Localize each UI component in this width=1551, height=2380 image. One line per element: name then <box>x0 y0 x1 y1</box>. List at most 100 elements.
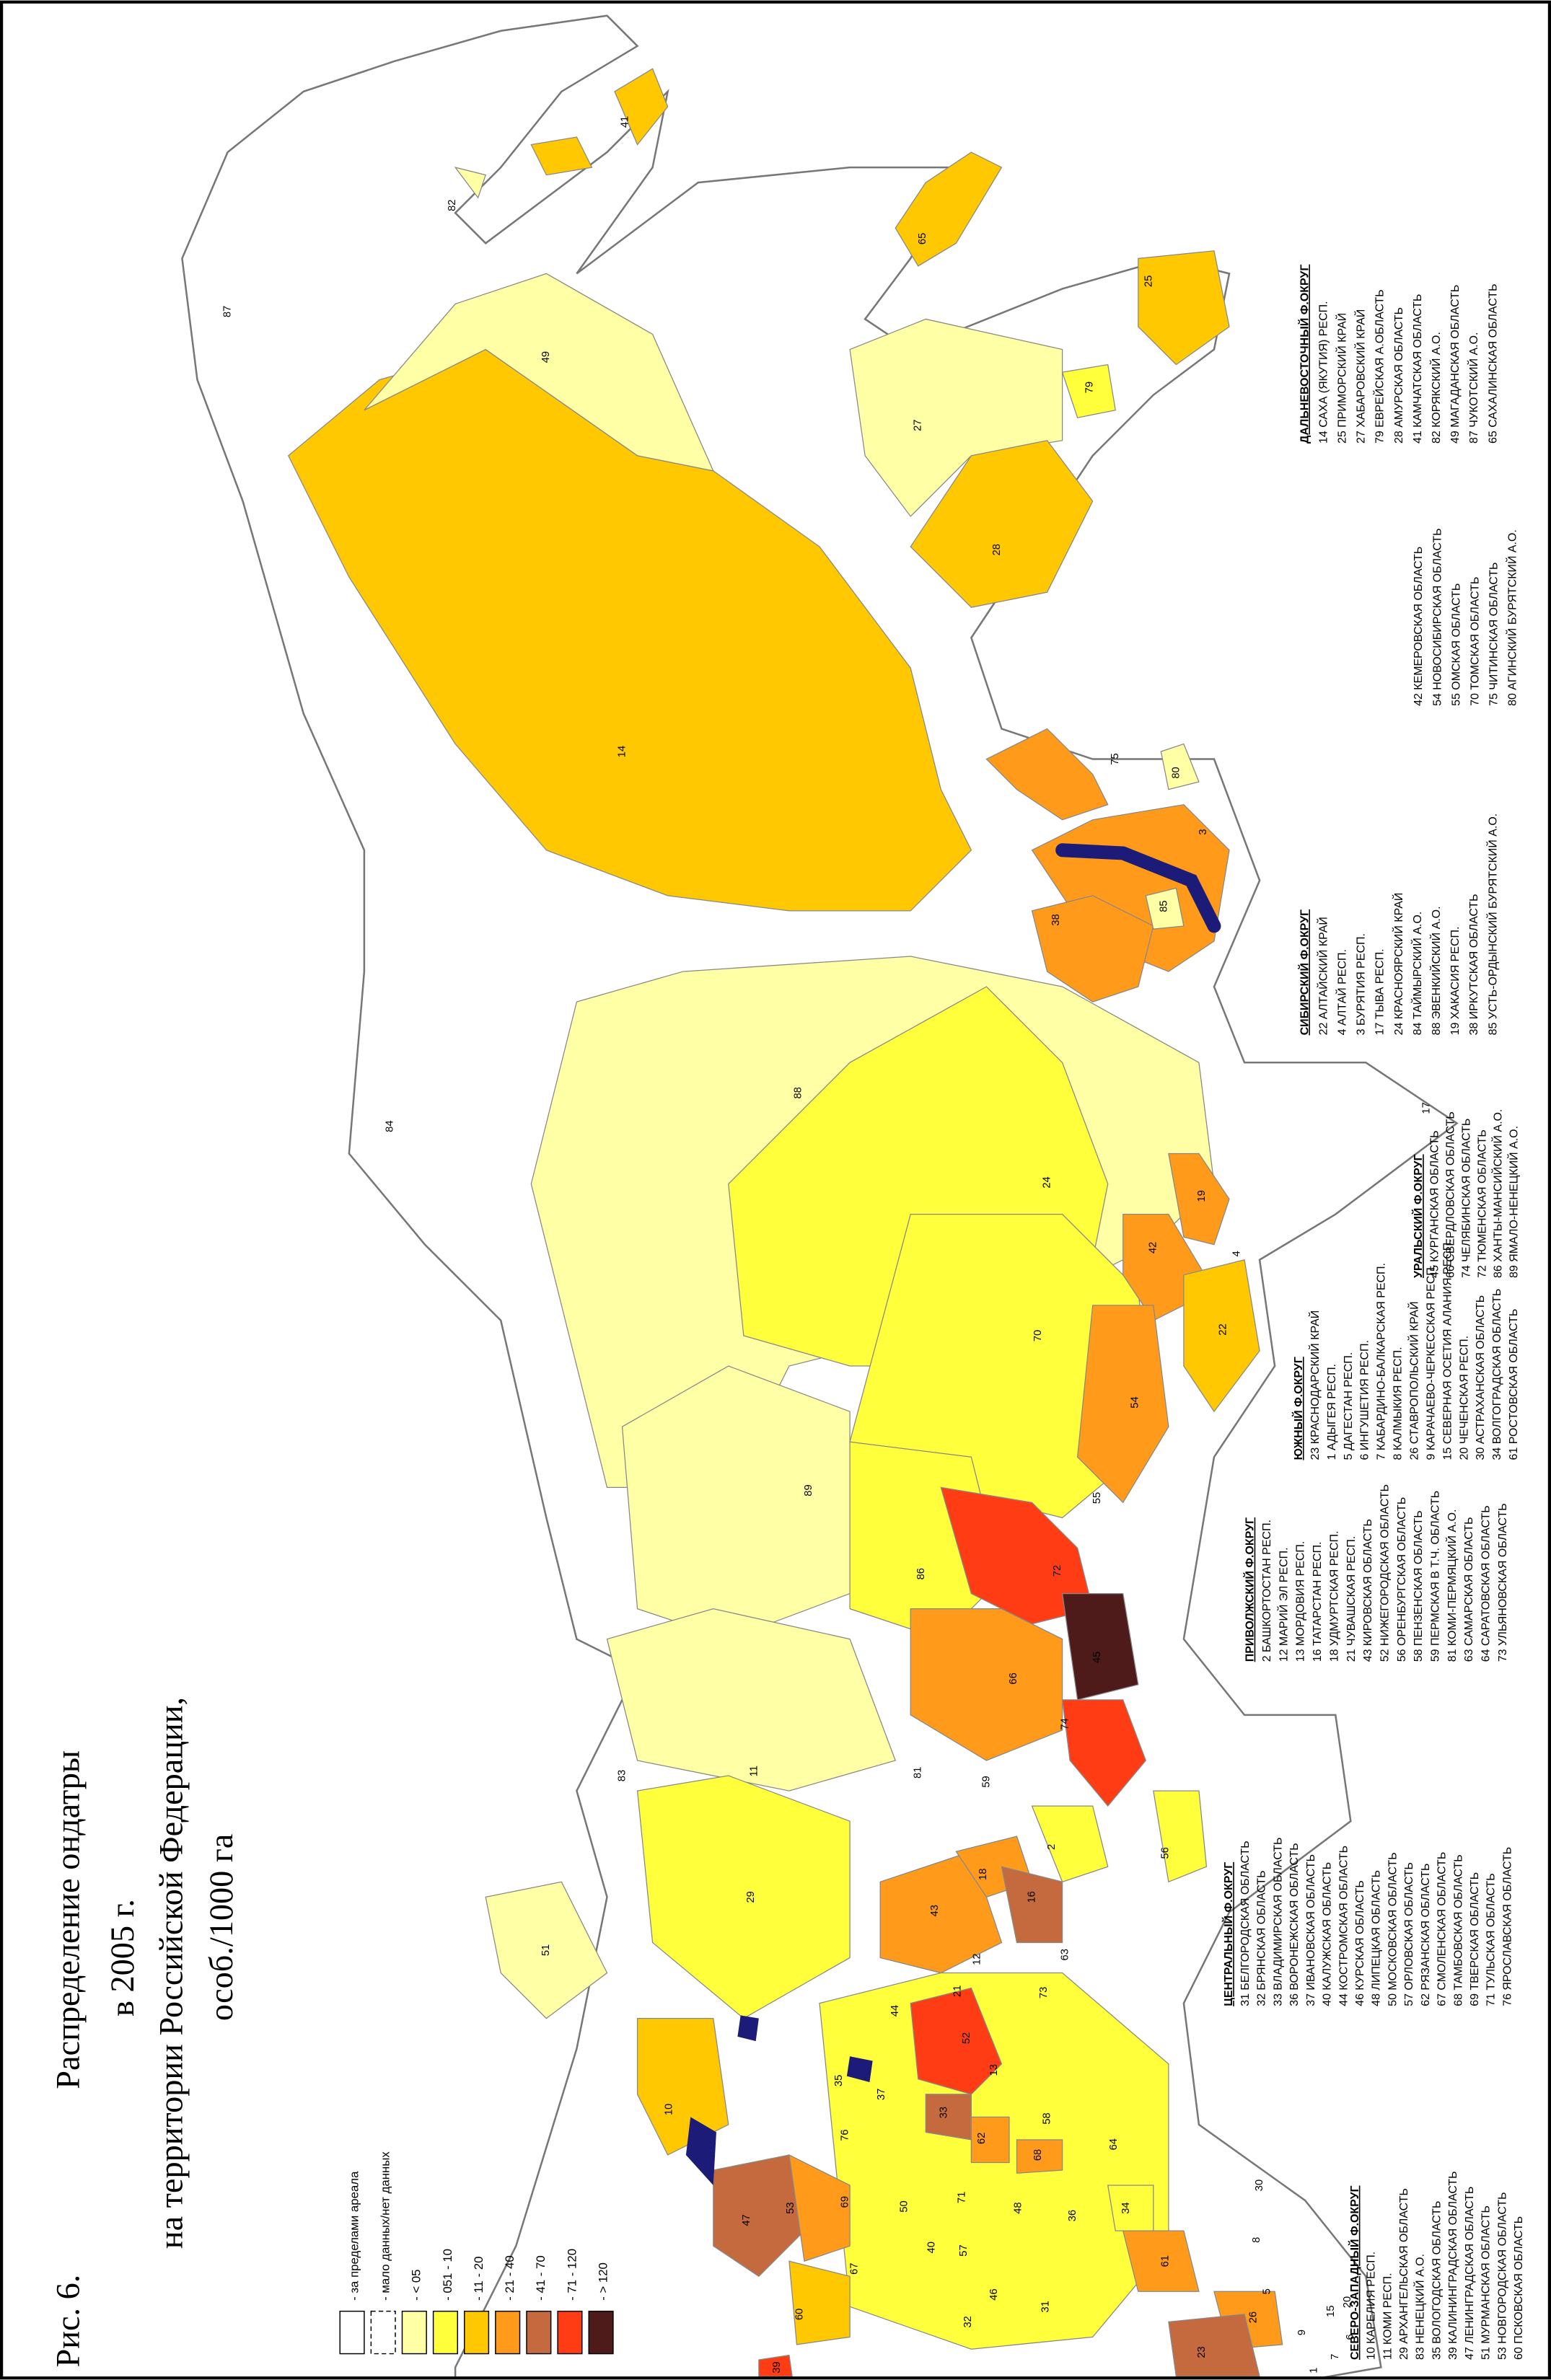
region-entry: 6 ИНГУШЕТИЯ РЕСП. <box>1359 1340 1371 1460</box>
legend-label: - мало данных/нет данных <box>379 2151 392 2301</box>
region-number: 5 <box>1261 2288 1273 2294</box>
region-number: 63 <box>1060 1949 1071 1960</box>
region-entry: 34 ВОЛГОГРАДСКАЯ ОБЛАСТЬ <box>1491 1289 1503 1460</box>
region-entry: 83 НЕНЕЦКИЙ А.О. <box>1413 2254 1427 2360</box>
region-number: 52 <box>961 2032 972 2044</box>
region-number: 11 <box>748 1766 760 1776</box>
legend-label: - за пределами ареала <box>347 2171 361 2301</box>
legend-label: - 41 - 70 <box>534 2255 548 2301</box>
region-number: 76 <box>840 2129 851 2141</box>
region-area <box>1168 2314 1260 2377</box>
district-title: УРАЛЬСКИЙ Ф.ОКРУГ <box>1411 1154 1425 1278</box>
lake <box>685 2117 716 2186</box>
legend-swatch <box>588 2310 614 2355</box>
region-number: 54 <box>1129 1396 1141 1408</box>
region-number: 74 <box>1060 1718 1071 1729</box>
legend-swatch <box>557 2310 583 2355</box>
district-title: ЦЕНТРАЛЬНЫЙ Ф.ОКРУГ <box>1221 1862 1235 2006</box>
region-number: 37 <box>876 2089 887 2100</box>
region-area <box>895 151 1003 267</box>
region-number: 9 <box>1296 2330 1308 2335</box>
region-number: 56 <box>1160 1847 1172 1859</box>
title-line: в 2005 г. <box>105 1899 141 2017</box>
region-entry: 10 КАРЕЛИЯ РЕСП. <box>1366 2252 1378 2360</box>
region-entry: 48 ЛИПЕЦКАЯ ОБЛАСТЬ <box>1371 1870 1383 2006</box>
region-number: 19 <box>1196 1190 1208 1202</box>
region-entry: 22 АЛТАЙСКИЙ КРАЙ <box>1316 917 1330 1035</box>
region-entry: 73 УЛЬЯНОВСКАЯ ОБЛАСТЬ <box>1497 1503 1509 1662</box>
region-entry: 71 ТУЛЬСКАЯ ОБЛАСТЬ <box>1485 1873 1498 2006</box>
region-number: 33 <box>938 2107 949 2118</box>
region-number: 34 <box>1120 2202 1132 2213</box>
region-entry: 52 НИЖЕГОРОДСКАЯ ОБЛАСТЬ <box>1379 1484 1391 1662</box>
region-entry: 50 МОСКОВСКАЯ ОБЛАСТЬ <box>1387 1852 1399 2006</box>
region-number: 8 <box>1251 2237 1262 2243</box>
region-entry: 24 КРАСНОЯРСКИЙ КРАЙ <box>1392 893 1405 1036</box>
region-entry: 85 УСТЬ-ОРДЫНСКИЙ БУРЯТСКИЙ А.О. <box>1485 814 1499 1036</box>
region-area <box>1183 1259 1260 1413</box>
region-entry: 5 ДАГЕСТАН РЕСП. <box>1343 1352 1355 1460</box>
region-entry: 9 КАРАЧАЕВО-ЧЕРКЕССКАЯ РЕСП. <box>1425 1264 1437 1460</box>
region-entry: 3 БУРЯТИЯ РЕСП. <box>1356 933 1368 1035</box>
region-area <box>1076 1305 1169 1504</box>
region-number: 30 <box>1254 2180 1265 2191</box>
region-entry: 20 ЧЕЧЕНСКАЯ РЕСП. <box>1458 1336 1470 1460</box>
region-entry: 29 АРХАНГЕЛЬСКАЯ ОБЛАСТЬ <box>1398 2188 1410 2360</box>
region-number: 51 <box>540 1944 552 1956</box>
region-area <box>454 167 487 199</box>
legend-label: - > 120 <box>596 2262 610 2301</box>
region-number: 29 <box>745 1891 757 1903</box>
region-number: 82 <box>447 199 458 211</box>
region-number: 64 <box>1108 2138 1120 2150</box>
region-number: 18 <box>977 1869 989 1880</box>
region-number: 42 <box>1148 1242 1159 1253</box>
region-entry: 86 ХАНТЫ-МАНСИЙСКИЙ А.О. <box>1491 1109 1505 1278</box>
region-number: 22 <box>1217 1323 1229 1335</box>
region-area <box>530 136 593 176</box>
region-number: 73 <box>1038 1987 1050 1998</box>
region-number: 65 <box>917 233 928 244</box>
region-number: 12 <box>972 1953 983 1965</box>
region-entry: 4 АЛТАЙ РЕСП. <box>1335 949 1349 1035</box>
region-area <box>364 273 714 472</box>
region-area <box>1153 1790 1208 1883</box>
region-entry: 17 ТЫВА РЕСП. <box>1374 948 1387 1035</box>
region-number: 28 <box>991 544 1003 555</box>
region-entry: 74 ЧЕЛЯБИНСКАЯ ОБЛАСТЬ <box>1460 1119 1472 1278</box>
legend-label: - 71 - 120 <box>565 2249 579 2301</box>
region-area <box>1016 2139 1063 2174</box>
region-number: 41 <box>620 116 631 128</box>
region-number: 57 <box>958 2244 970 2256</box>
region-entry: 33 ВЛАДИМИРСКАЯ ОБЛАСТЬ <box>1272 1838 1284 2006</box>
region-number: 72 <box>1052 1565 1063 1577</box>
region-entry: 70 ТОМСКАЯ ОБЛАСТЬ <box>1469 577 1481 706</box>
region-area <box>621 1365 851 1640</box>
region-number: 44 <box>889 2005 901 2017</box>
map-texts: Рис. 6. Распределение ондатры в 2005 г. на … <box>50 116 1525 2374</box>
region-number: 43 <box>929 1905 941 1916</box>
region-area <box>1031 895 1154 1002</box>
district-title: ДАЛЬНЕВОСТОЧНЫЙ Ф.ОКРУГ <box>1297 265 1311 444</box>
region-number: 88 <box>792 1087 804 1098</box>
legend-label: - 051 - 10 <box>441 2249 454 2301</box>
region-entry: 42 КЕМЕРОВСКАЯ ОБЛАСТЬ <box>1412 547 1425 706</box>
region-number: 45 <box>1091 1652 1103 1663</box>
region-number: 80 <box>1170 767 1182 778</box>
region-entry: 2 БАШКОРТОСТАН РЕСП. <box>1261 1520 1273 1662</box>
region-area <box>636 1775 851 2019</box>
title-line: на территории Российской Федерации, <box>153 1697 190 2249</box>
region-number: 35 <box>833 2075 845 2086</box>
region-number: 48 <box>1012 2202 1024 2213</box>
region-number: 60 <box>794 2309 806 2320</box>
region-number: 10 <box>664 2104 675 2115</box>
region-number: 25 <box>1143 276 1154 287</box>
region-entry: 54 НОВОСИБИРСКАЯ ОБЛАСТЬ <box>1431 528 1444 706</box>
map-shapes <box>181 14 1459 2379</box>
region-entry: 7 КАБАРДИНО-БАЛКАРСКАЯ РЕСП. <box>1376 1263 1388 1460</box>
legend-swatch <box>432 2310 459 2355</box>
region-entry: 72 ТЮМЕНСКАЯ ОБЛАСТЬ <box>1477 1129 1489 1278</box>
region-entry: 49 МАГАДАНСКАЯ ОБЛАСТЬ <box>1449 285 1462 444</box>
region-entry: 30 АСТРАХАНСКАЯ ОБЛАСТЬ <box>1475 1295 1487 1460</box>
region-entry: 68 ТАМБОВСКАЯ ОБЛАСТЬ <box>1452 1854 1464 2006</box>
